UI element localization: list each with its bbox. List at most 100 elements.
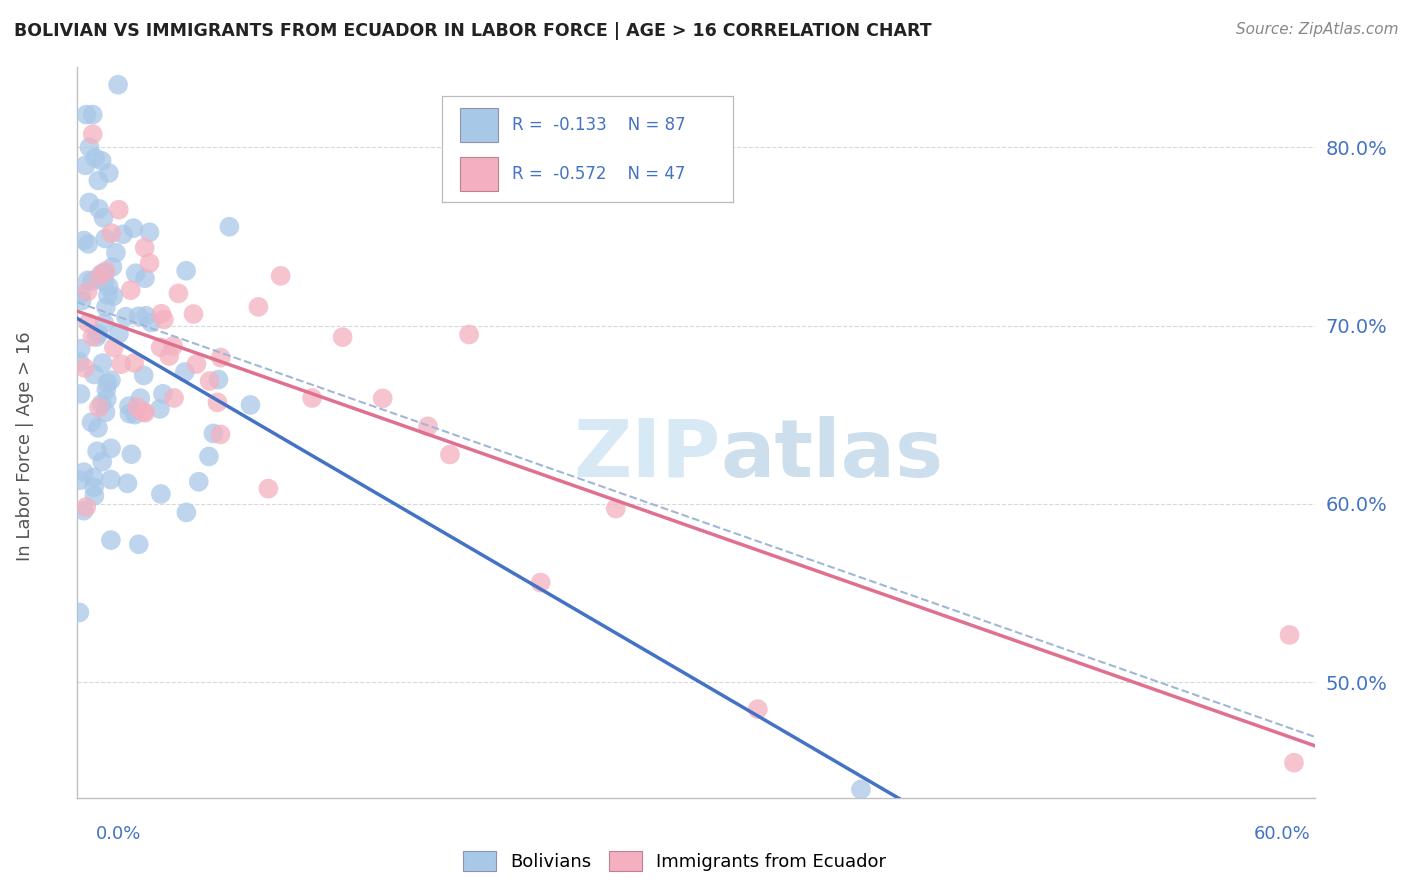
Point: [101, 260, 124, 274]
Point: [94, 405, 117, 419]
Point: [103, 341, 125, 355]
Point: [100, 533, 122, 547]
Point: [747, 702, 769, 716]
Point: [96, 376, 118, 390]
Point: [77, 236, 100, 251]
Point: [76, 273, 98, 287]
Point: [75, 107, 97, 121]
Point: [100, 226, 122, 240]
Point: [87, 401, 110, 415]
Point: [110, 357, 132, 371]
Point: [91, 455, 114, 469]
Point: [202, 426, 225, 441]
Point: [332, 330, 354, 344]
Point: [124, 408, 146, 422]
Point: [83, 489, 105, 503]
Point: [209, 351, 232, 365]
Legend: Bolivians, Immigrants from Ecuador: Bolivians, Immigrants from Ecuador: [456, 844, 894, 879]
Point: [176, 505, 198, 519]
Point: [122, 221, 145, 235]
Point: [87, 202, 110, 216]
Point: [96, 383, 118, 397]
Point: [75, 500, 97, 514]
Point: [97, 279, 120, 293]
Point: [117, 476, 139, 491]
Point: [162, 339, 184, 353]
Point: [73, 465, 96, 479]
Point: [87, 421, 110, 435]
Point: [150, 307, 173, 321]
Point: [93, 275, 115, 289]
Text: ZIP: ZIP: [574, 416, 721, 493]
Point: [77, 316, 100, 330]
Text: 0.0%: 0.0%: [96, 825, 141, 843]
Text: Source: ZipAtlas.com: Source: ZipAtlas.com: [1236, 22, 1399, 37]
Point: [83, 470, 105, 484]
Point: [87, 326, 110, 341]
Point: [100, 473, 122, 487]
Point: [270, 268, 292, 283]
Point: [127, 401, 149, 415]
Text: atlas: atlas: [721, 416, 943, 493]
Text: BOLIVIAN VS IMMIGRANTS FROM ECUADOR IN LABOR FORCE | AGE > 16 CORRELATION CHART: BOLIVIAN VS IMMIGRANTS FROM ECUADOR IN L…: [14, 22, 932, 40]
Point: [104, 245, 127, 260]
Text: 60.0%: 60.0%: [1254, 825, 1310, 843]
Point: [80, 274, 103, 288]
Point: [416, 419, 439, 434]
Point: [247, 300, 270, 314]
Point: [124, 266, 146, 280]
Point: [80, 415, 103, 429]
Point: [207, 373, 229, 387]
Point: [849, 782, 872, 797]
Point: [108, 326, 131, 341]
Point: [77, 195, 100, 210]
Point: [69, 342, 91, 356]
Point: [301, 391, 323, 405]
Point: [1278, 628, 1301, 642]
Point: [163, 391, 186, 405]
Point: [70, 287, 93, 301]
Point: [530, 575, 553, 590]
Point: [75, 158, 97, 172]
Point: [134, 241, 156, 255]
Point: [186, 357, 208, 371]
Point: [135, 309, 157, 323]
Point: [111, 227, 134, 242]
Point: [96, 392, 118, 406]
Point: [67, 606, 90, 620]
Point: [1282, 756, 1305, 770]
Point: [209, 427, 232, 442]
Point: [132, 368, 155, 383]
Point: [118, 407, 141, 421]
Point: [141, 316, 163, 330]
Point: [82, 127, 104, 141]
Point: [605, 501, 627, 516]
Point: [149, 401, 172, 416]
Point: [458, 327, 481, 342]
Point: [129, 391, 152, 405]
Point: [73, 360, 96, 375]
Point: [198, 374, 221, 388]
Point: [86, 330, 108, 344]
Point: [83, 480, 105, 494]
Point: [134, 271, 156, 285]
Point: [149, 487, 172, 501]
Point: [107, 78, 129, 92]
Point: [257, 482, 280, 496]
Point: [183, 307, 205, 321]
Point: [118, 399, 141, 413]
Point: [149, 340, 172, 354]
Point: [439, 448, 461, 462]
Point: [198, 450, 221, 464]
Point: [120, 283, 142, 297]
Point: [94, 231, 117, 245]
Point: [122, 356, 145, 370]
Point: [87, 173, 110, 187]
Point: [97, 166, 120, 180]
Point: [120, 447, 142, 461]
Point: [69, 387, 91, 401]
Point: [73, 234, 96, 248]
Point: [90, 153, 112, 168]
Point: [174, 264, 197, 278]
Point: [153, 312, 176, 326]
